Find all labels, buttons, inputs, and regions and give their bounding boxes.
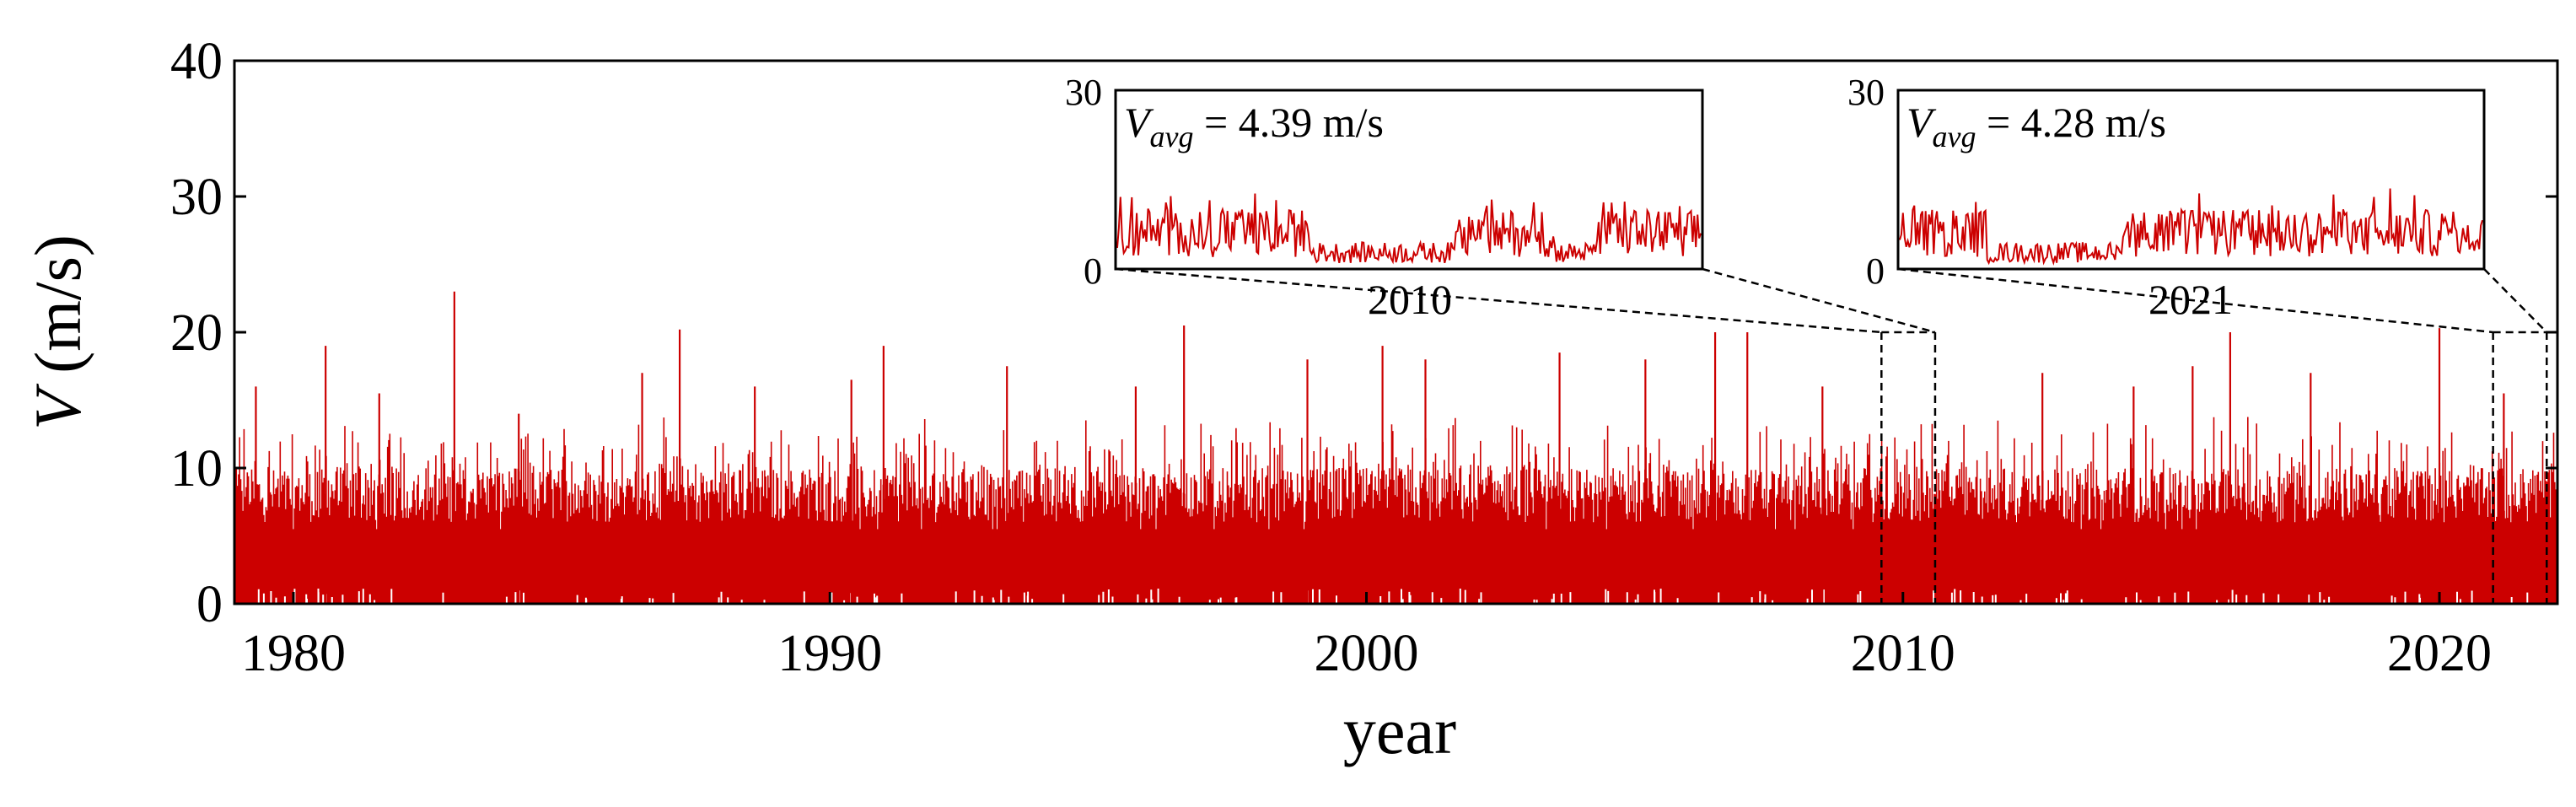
- inset-2021-avg-subscript: avg: [1933, 120, 1976, 153]
- x-tick-label-2020: 2020: [2387, 625, 2492, 682]
- x-tick-label-2010: 2010: [1851, 625, 1955, 682]
- inset-2010-average-label: Vavg = 4.39 m/s: [1124, 99, 1384, 153]
- y-tick-label-30: 30: [170, 169, 223, 226]
- zoom-connector-2010-right: [1702, 267, 1936, 334]
- zoom-connector-2021-left: [1897, 267, 2493, 334]
- inset-2021-trace: [1899, 188, 2483, 266]
- inset-2010-avg-subscript: avg: [1150, 120, 1194, 153]
- inset-2010-trace: [1116, 193, 1702, 265]
- y-axis-unit: (m/s): [21, 234, 94, 390]
- inset-2010-frame: [1114, 89, 1704, 271]
- y-axis-title: V (m/s): [21, 234, 94, 430]
- inset-2021-average-label: Vavg = 4.28 m/s: [1906, 99, 2166, 153]
- inset-2021-year-label: 2021: [2148, 276, 2233, 323]
- y-axis-variable: V: [21, 383, 94, 430]
- inset-2010-year-label: 2010: [1368, 276, 1452, 323]
- inset-2010-y-tick-0: 0: [1084, 250, 1102, 292]
- x-axis-ticks: 1980 1990 2000 2010 2020: [241, 592, 2492, 682]
- inset-2021-y-tick-0: 0: [1866, 250, 1885, 292]
- inset-2010-avg-value: = 4.39 m/s: [1194, 99, 1384, 146]
- x-tick-label-1980: 1980: [241, 625, 346, 682]
- y-tick-label-10: 10: [170, 440, 223, 498]
- inset-2021-avg-value: = 4.28 m/s: [1976, 99, 2166, 146]
- inset-2010-trace-line: [1116, 193, 1702, 265]
- zoom-connector-2010-left: [1115, 267, 1882, 334]
- x-tick-label-1990: 1990: [777, 625, 882, 682]
- inset-2021-trace-line: [1899, 188, 2483, 266]
- y-tick-label-20: 20: [170, 304, 223, 362]
- inset-2010-y-tick-30: 30: [1065, 72, 1102, 113]
- y-tick-label-0: 0: [196, 576, 223, 633]
- zoom-connector-lines: [1115, 267, 2548, 604]
- x-tick-label-2000: 2000: [1315, 625, 1419, 682]
- y-tick-label-40: 40: [170, 33, 223, 90]
- y-axis-ticks: 0 10 20 30 40: [170, 33, 2557, 633]
- main-series-dips: [257, 589, 2529, 604]
- main-series-trace: [234, 291, 2557, 604]
- inset-2021: 30 0 Vavg = 4.28 m/s 2021: [1847, 72, 2486, 323]
- x-axis-title: year: [1343, 694, 1456, 767]
- zoom-connector-2021-right: [2483, 268, 2548, 333]
- inset-2021-frame: [1896, 89, 2486, 271]
- inset-2021-y-tick-30: 30: [1847, 72, 1885, 113]
- inset-2010: 30 0 Vavg = 4.39 m/s 2010: [1065, 72, 1704, 323]
- main-series-band: [235, 529, 2557, 604]
